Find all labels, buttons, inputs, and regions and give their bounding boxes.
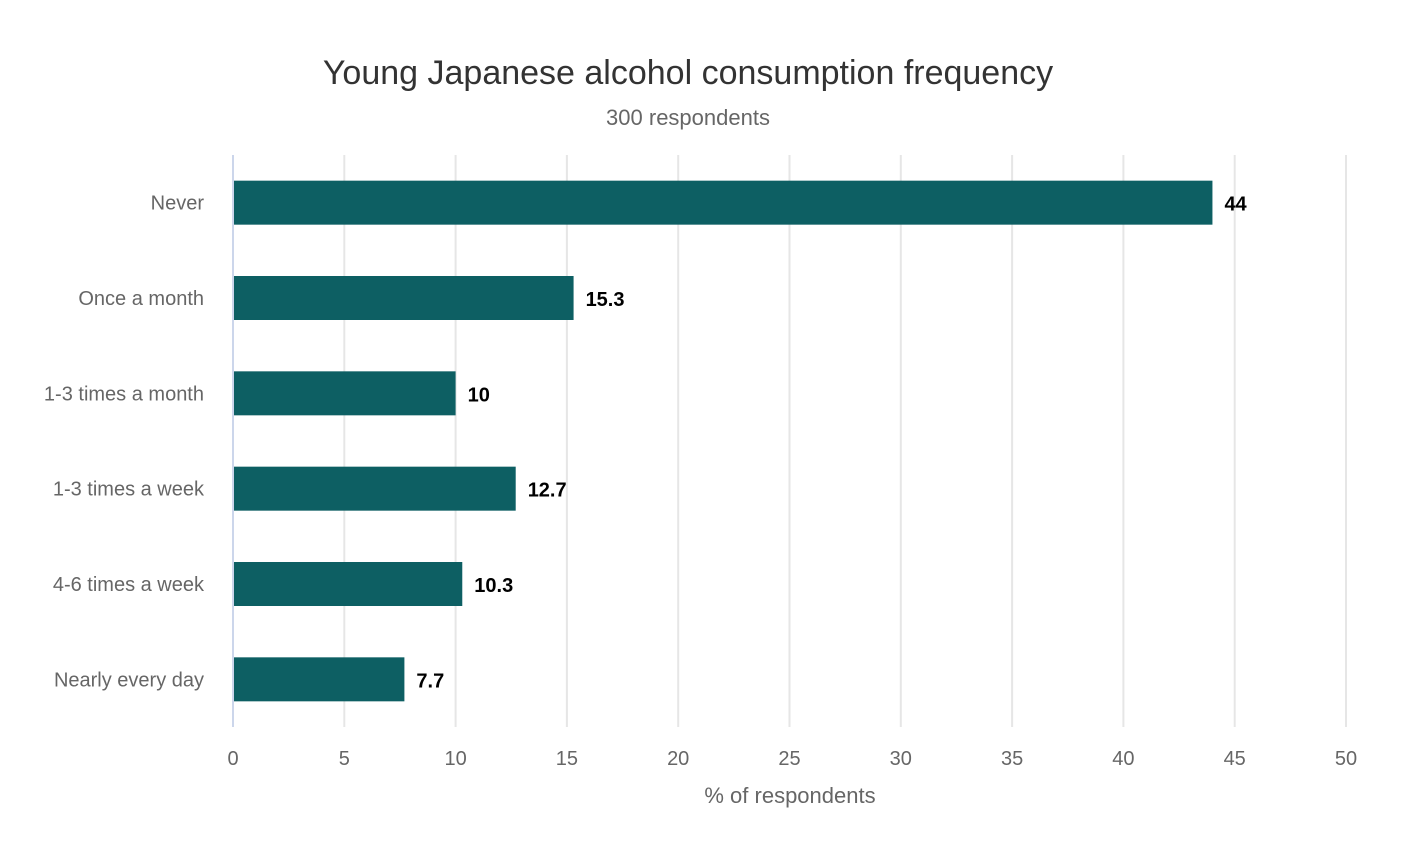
x-tick-label: 10: [444, 748, 466, 770]
y-category-label: Never: [151, 193, 205, 215]
bar: [234, 371, 456, 416]
bar: [234, 657, 405, 702]
data-label: 10: [468, 384, 490, 406]
y-category-label: Once a month: [78, 288, 204, 310]
bar: [234, 466, 516, 511]
x-axis-label: % of respondents: [704, 783, 875, 808]
data-label: 15.3: [586, 289, 625, 311]
x-tick-label: 0: [227, 748, 238, 770]
bar: [234, 180, 1213, 225]
x-tick-label: 30: [890, 748, 912, 770]
bar: [234, 276, 574, 320]
y-category-label: 1-3 times a month: [44, 383, 204, 405]
y-category-label: Nearly every day: [54, 669, 204, 691]
x-tick-label: 20: [667, 748, 689, 770]
x-tick-label: 50: [1335, 748, 1357, 770]
data-label: 10.3: [474, 575, 513, 597]
x-tick-label: 40: [1112, 748, 1134, 770]
y-category-label: 4-6 times a week: [53, 574, 205, 596]
chart-subtitle: 300 respondents: [606, 105, 770, 130]
data-label: 44: [1224, 194, 1247, 216]
x-tick-label: 45: [1224, 748, 1246, 770]
x-tick-label: 35: [1001, 748, 1023, 770]
y-category-label: 1-3 times a week: [53, 479, 205, 501]
bar: [234, 562, 463, 606]
data-label: 12.7: [528, 480, 567, 502]
x-tick-label: 15: [556, 748, 578, 770]
data-label: 7.7: [416, 670, 444, 692]
x-tick-label: 25: [778, 748, 800, 770]
x-tick-label: 5: [339, 748, 350, 770]
chart-title: Young Japanese alcohol consumption frequ…: [323, 54, 1053, 92]
